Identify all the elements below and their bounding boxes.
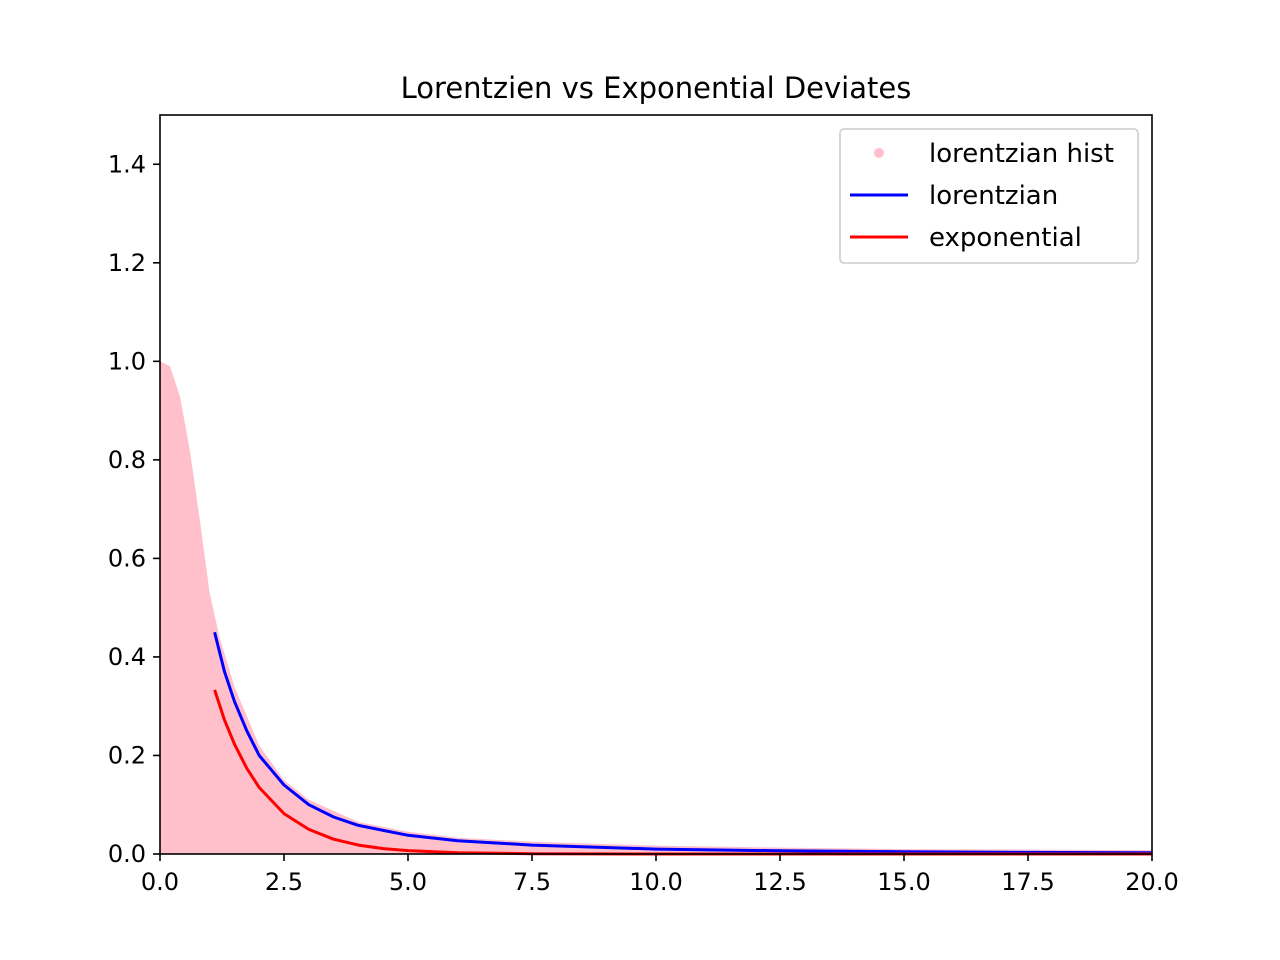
- series-lorentzian-line: [213, 631, 1153, 855]
- y-tick-label: 1.4: [108, 150, 146, 178]
- x-tick-label: 15.0: [877, 868, 930, 896]
- y-tick-label: 0.0: [108, 840, 146, 868]
- x-tick-label: 2.5: [265, 868, 303, 896]
- x-tick-label: 10.0: [629, 868, 682, 896]
- legend-label: exponential: [929, 223, 1082, 253]
- x-tick-label: 5.0: [389, 868, 427, 896]
- x-tick-label: 20.0: [1125, 868, 1178, 896]
- legend-label: lorentzian: [929, 181, 1058, 211]
- x-tick-label: 17.5: [1001, 868, 1054, 896]
- x-tick-label: 12.5: [753, 868, 806, 896]
- y-tick-label: 0.6: [108, 544, 146, 572]
- legend: lorentzian hist lorentzian exponential: [839, 128, 1139, 264]
- y-tick-label: 1.2: [108, 249, 146, 277]
- y-axis: 0.0 0.2 0.4 0.6 0.8 1.0 1.2 1.4: [108, 150, 160, 868]
- series-lorentzian-hist-area: [160, 361, 1152, 854]
- y-tick-label: 0.8: [108, 446, 146, 474]
- y-tick-label: 0.2: [108, 741, 146, 769]
- legend-box: [839, 128, 1139, 264]
- y-tick-label: 0.4: [108, 643, 146, 671]
- legend-marker-lorentzian-hist: [874, 148, 884, 158]
- x-tick-label: 0.0: [141, 868, 179, 896]
- chart-title: Lorentzien vs Exponential Deviates: [401, 71, 912, 105]
- x-tick-label: 7.5: [513, 868, 551, 896]
- plot-marks: [160, 361, 1153, 856]
- y-tick-label: 1.0: [108, 347, 146, 375]
- x-axis: 0.0 2.5 5.0 7.5 10.0 12.5 15.0 17.5 20.0: [141, 854, 1179, 896]
- legend-label: lorentzian hist: [929, 139, 1114, 169]
